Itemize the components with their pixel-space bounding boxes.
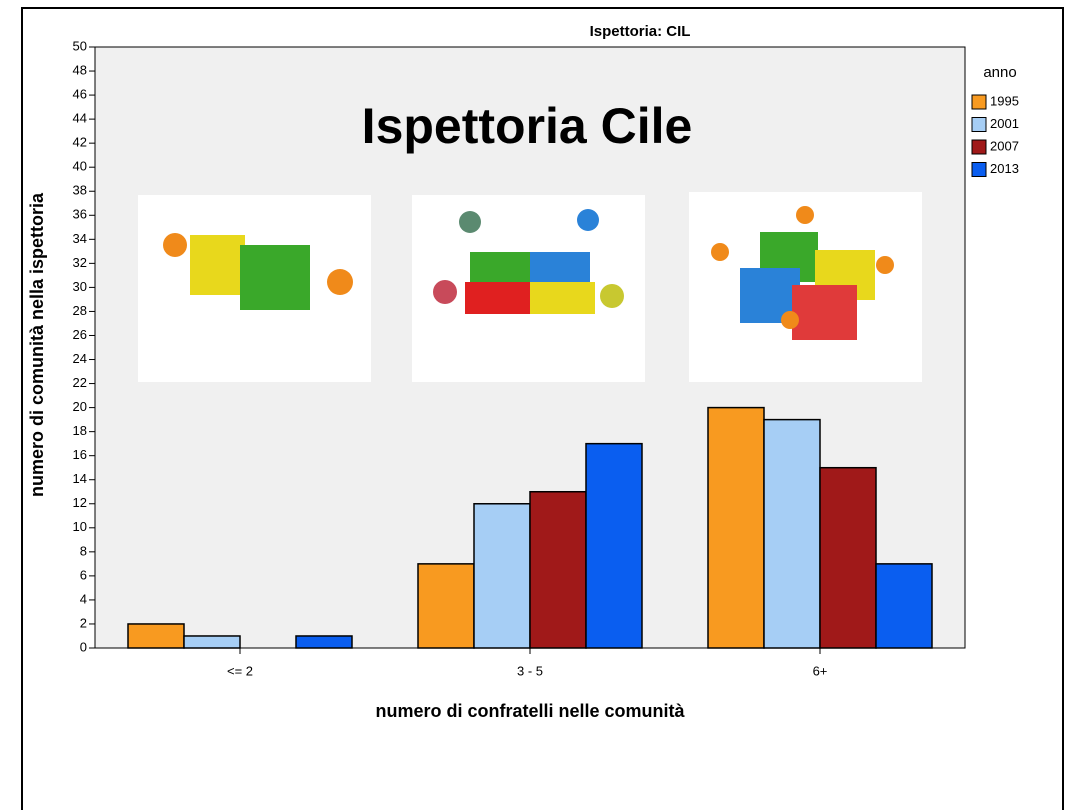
puzzle-piece — [530, 252, 590, 282]
puzzle-piece — [470, 252, 530, 282]
y-tick-label: 24 — [73, 351, 87, 366]
bar — [876, 564, 932, 648]
y-tick-label: 26 — [73, 327, 87, 342]
bar — [764, 420, 820, 648]
y-tick-label: 18 — [73, 423, 87, 438]
bar — [708, 408, 764, 648]
legend-swatch — [972, 95, 986, 109]
legend-swatch — [972, 140, 986, 154]
bar — [530, 492, 586, 648]
legend-swatch — [972, 163, 986, 177]
x-tick-label: <= 2 — [227, 663, 253, 678]
figure-head — [327, 269, 353, 295]
legend-label: 2013 — [990, 161, 1019, 176]
y-tick-label: 0 — [80, 639, 87, 654]
overlay-title: Ispettoria Cile — [362, 98, 693, 154]
y-tick-label: 28 — [73, 303, 87, 318]
bar — [418, 564, 474, 648]
x-axis-label: numero di confratelli nelle comunità — [375, 701, 685, 721]
y-tick-label: 38 — [73, 183, 87, 198]
y-tick-label: 16 — [73, 447, 87, 462]
chart-title: Ispettoria: CIL — [590, 23, 691, 40]
figure-head — [459, 211, 481, 233]
figure-head — [433, 280, 457, 304]
figure-head — [577, 209, 599, 231]
y-tick-label: 46 — [73, 87, 87, 102]
legend-swatch — [972, 118, 986, 132]
y-tick-label: 44 — [73, 111, 87, 126]
legend-label: 2001 — [990, 116, 1019, 131]
y-tick-label: 2 — [80, 615, 87, 630]
bar — [474, 504, 530, 648]
puzzle-piece — [190, 235, 245, 295]
y-tick-label: 14 — [73, 471, 87, 486]
y-tick-label: 4 — [80, 591, 87, 606]
figure-head — [163, 233, 187, 257]
y-tick-label: 10 — [73, 519, 87, 534]
y-tick-label: 12 — [73, 495, 87, 510]
legend-label: 2007 — [990, 138, 1019, 153]
x-tick-label: 6+ — [813, 663, 828, 678]
puzzle-piece — [792, 285, 857, 340]
y-tick-label: 6 — [80, 567, 87, 582]
y-tick-label: 20 — [73, 399, 87, 414]
y-tick-label: 50 — [73, 38, 87, 53]
y-tick-label: 40 — [73, 159, 87, 174]
figure-head — [711, 243, 729, 261]
figure-head — [796, 206, 814, 224]
figure-head — [600, 284, 624, 308]
bar — [128, 624, 184, 648]
illustrations — [138, 192, 922, 382]
y-tick-label: 42 — [73, 135, 87, 150]
legend-label: 1995 — [990, 93, 1019, 108]
puzzle-piece — [465, 282, 530, 314]
bar — [586, 444, 642, 648]
y-tick-label: 32 — [73, 255, 87, 270]
y-tick-label: 30 — [73, 279, 87, 294]
bar — [820, 468, 876, 648]
figure-head — [876, 256, 894, 274]
y-tick-label: 36 — [73, 207, 87, 222]
legend-title: anno — [983, 64, 1016, 81]
bar — [296, 636, 352, 648]
y-tick-label: 48 — [73, 62, 87, 77]
slide: Ispettoria: CIL numero di comunità nella… — [0, 0, 1073, 810]
figure-head — [781, 311, 799, 329]
puzzle-piece — [530, 282, 595, 314]
x-tick-label: 3 - 5 — [517, 663, 543, 678]
y-tick-label: 34 — [73, 231, 87, 246]
puzzle-piece — [240, 245, 310, 310]
y-axis-label: numero di comunità nella ispettoria — [27, 192, 47, 497]
bar — [184, 636, 240, 648]
y-tick-label: 8 — [80, 543, 87, 558]
y-tick-label: 22 — [73, 375, 87, 390]
